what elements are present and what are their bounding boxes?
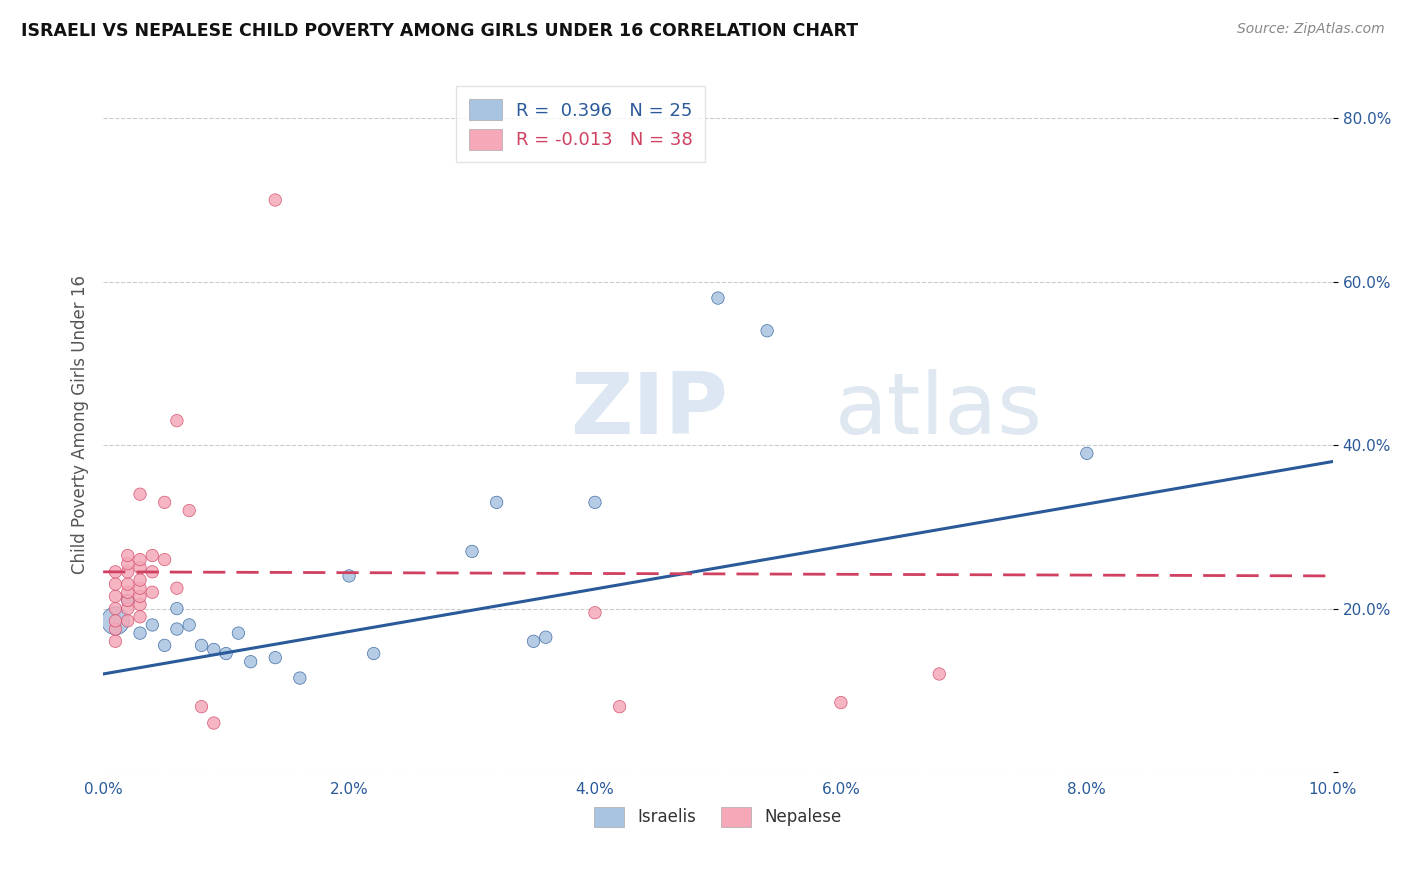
- Text: Source: ZipAtlas.com: Source: ZipAtlas.com: [1237, 22, 1385, 37]
- Point: [117, 557, 139, 571]
- Point: [104, 614, 127, 628]
- Point: [534, 630, 557, 644]
- Point: [117, 549, 139, 563]
- Point: [117, 565, 139, 579]
- Point: [129, 609, 152, 624]
- Point: [166, 601, 188, 615]
- Point: [153, 495, 176, 509]
- Point: [583, 495, 606, 509]
- Point: [129, 560, 152, 574]
- Point: [129, 552, 152, 566]
- Point: [215, 647, 238, 661]
- Point: [117, 593, 139, 607]
- Point: [117, 601, 139, 615]
- Point: [485, 495, 508, 509]
- Point: [117, 614, 139, 628]
- Point: [104, 622, 127, 636]
- Point: [104, 565, 127, 579]
- Point: [830, 696, 852, 710]
- Point: [117, 577, 139, 591]
- Point: [522, 634, 544, 648]
- Y-axis label: Child Poverty Among Girls Under 16: Child Poverty Among Girls Under 16: [72, 276, 89, 574]
- Point: [337, 569, 360, 583]
- Point: [1076, 446, 1098, 460]
- Point: [153, 552, 176, 566]
- Point: [239, 655, 262, 669]
- Point: [129, 573, 152, 587]
- Point: [288, 671, 311, 685]
- Point: [179, 618, 201, 632]
- Point: [264, 650, 287, 665]
- Point: [117, 593, 139, 607]
- Point: [202, 642, 225, 657]
- Point: [104, 601, 127, 615]
- Point: [928, 667, 950, 681]
- Point: [129, 590, 152, 604]
- Point: [166, 414, 188, 428]
- Point: [153, 639, 176, 653]
- Point: [141, 549, 163, 563]
- Point: [166, 622, 188, 636]
- Point: [609, 699, 631, 714]
- Point: [129, 581, 152, 595]
- Text: ZIP: ZIP: [571, 369, 728, 452]
- Text: ISRAELI VS NEPALESE CHILD POVERTY AMONG GIRLS UNDER 16 CORRELATION CHART: ISRAELI VS NEPALESE CHILD POVERTY AMONG …: [21, 22, 858, 40]
- Point: [104, 577, 127, 591]
- Point: [141, 565, 163, 579]
- Point: [190, 639, 212, 653]
- Point: [129, 598, 152, 612]
- Point: [228, 626, 250, 640]
- Point: [363, 647, 385, 661]
- Legend: Israelis, Nepalese: Israelis, Nepalese: [588, 801, 848, 833]
- Point: [179, 503, 201, 517]
- Point: [104, 614, 127, 628]
- Point: [104, 634, 127, 648]
- Point: [202, 716, 225, 731]
- Point: [104, 590, 127, 604]
- Point: [141, 585, 163, 599]
- Text: atlas: atlas: [835, 369, 1043, 452]
- Point: [129, 626, 152, 640]
- Point: [583, 606, 606, 620]
- Point: [756, 324, 779, 338]
- Point: [707, 291, 730, 305]
- Point: [117, 585, 139, 599]
- Point: [190, 699, 212, 714]
- Point: [166, 581, 188, 595]
- Point: [264, 193, 287, 207]
- Point: [461, 544, 484, 558]
- Point: [129, 487, 152, 501]
- Point: [141, 618, 163, 632]
